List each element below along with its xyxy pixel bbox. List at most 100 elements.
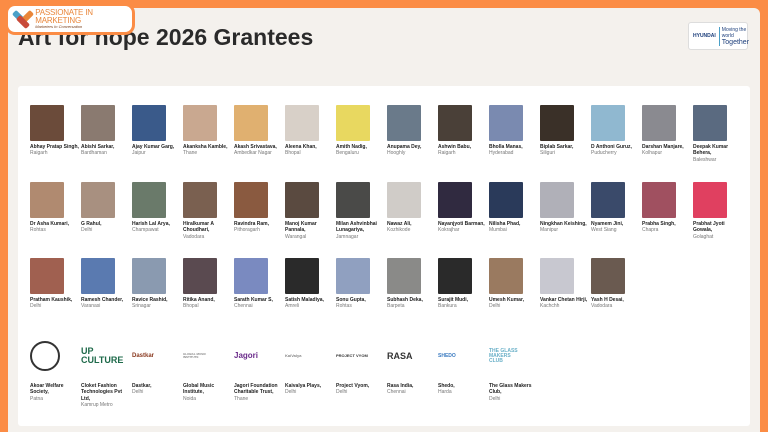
grantee-city: Amreli bbox=[285, 303, 300, 310]
organisation-logo: RASA bbox=[387, 350, 413, 361]
grantee-city: Bankura bbox=[438, 303, 457, 310]
organisation-card: PROJECT VYOM Project Vyom, Delhi bbox=[336, 338, 387, 408]
grantee-name: Prabha Singh, bbox=[642, 221, 676, 227]
grantee-name: Ajay Kumar Garg, bbox=[132, 144, 175, 150]
grantee-photo bbox=[438, 258, 472, 294]
grantee-photo bbox=[387, 182, 421, 218]
grantee-name: Akanksha Kamble, bbox=[183, 144, 228, 150]
grantee-name: Surajit Mudi, bbox=[438, 297, 468, 303]
grantee-card: Nayanjyoti Barman, Kokrajhar bbox=[438, 182, 489, 240]
grantee-photo bbox=[234, 105, 268, 141]
partner-brand: HYUNDAI bbox=[693, 33, 716, 39]
grantee-card: Nawaz Ali, Kozhikode bbox=[387, 182, 438, 240]
logo-mark-icon bbox=[11, 9, 35, 30]
grantee-card: Amith Nadig, Bengaluru bbox=[336, 105, 387, 163]
grantee-photo bbox=[489, 258, 523, 294]
grantee-name: Subhash Deka, bbox=[387, 297, 423, 303]
grantee-city: Hooghly bbox=[387, 150, 406, 157]
hyundai-partner-logo: HYUNDAI Moving the world Together bbox=[688, 22, 749, 50]
grantee-city: Kolhapur bbox=[642, 150, 663, 157]
grantee-card: Nyamem Jini, West Siang bbox=[591, 182, 642, 240]
grantee-photo bbox=[693, 105, 727, 141]
organisation-name: Rasa India, bbox=[387, 383, 414, 389]
organisation-card: Akoar Welfare Society, Patna bbox=[30, 338, 81, 408]
grantee-name: G Rahul, bbox=[81, 221, 102, 227]
grantee-photo bbox=[438, 182, 472, 218]
grantee-name: Harish Lal Arya, bbox=[132, 221, 170, 227]
organisation-card: GLOBAL MUSIC INSTITUTE Global Music Insti… bbox=[183, 338, 234, 408]
organisation-logo: SHEDO bbox=[438, 352, 456, 359]
grantee-photo bbox=[183, 105, 217, 141]
grantee-city: Baleshwar bbox=[693, 156, 717, 163]
organisation-name: Akoar Welfare Society, bbox=[30, 383, 64, 396]
organisation-logo: GLOBAL MUSIC INSTITUTE bbox=[183, 352, 207, 359]
grantee-photo bbox=[591, 105, 625, 141]
grantee-photo bbox=[234, 258, 268, 294]
grantee-card: Akanksha Kamble, Thane bbox=[183, 105, 234, 163]
grantee-city: Manipur bbox=[540, 227, 559, 234]
grantee-photo bbox=[540, 105, 574, 141]
grantee-photo bbox=[183, 182, 217, 218]
grantee-photo bbox=[132, 182, 166, 218]
grantee-city: Delhi bbox=[489, 303, 501, 310]
organisation-name: Dastkar, bbox=[132, 383, 152, 389]
grantee-card: Ajay Kumar Garg, Jaipur bbox=[132, 105, 183, 163]
organisation-city: Kamrup Metro bbox=[81, 401, 113, 408]
grantee-card: Anupama Dey, Hooghly bbox=[387, 105, 438, 163]
grantee-photo bbox=[540, 258, 574, 294]
grantee-photo bbox=[642, 105, 676, 141]
grantee-name: D Anthoni Guruz, bbox=[591, 144, 632, 150]
grantee-photo bbox=[285, 258, 319, 294]
grantee-city: Vadodara bbox=[183, 233, 205, 240]
grantee-row-1: Abhay Pratap Singh, Raigarh Abishi Sarkar,… bbox=[30, 105, 744, 163]
passionate-in-marketing-logo: PASSIONATE IN MARKETING Marketers In Conv… bbox=[8, 6, 132, 32]
organisation-card: UP CULTURE Cloket Fashion Technologies Pv… bbox=[81, 338, 132, 408]
organisation-city: Thane bbox=[234, 395, 249, 402]
organisation-card: Jagori Jagori Foundation Charitable Trust… bbox=[234, 338, 285, 408]
grantee-city: Ambedkar Nagar bbox=[234, 150, 272, 157]
grantee-card: Ravice Rashid, Srinagar bbox=[132, 258, 183, 310]
grantee-card: G Rahul, Delhi bbox=[81, 182, 132, 240]
organisation-name: Jagori Foundation Charitable Trust, bbox=[234, 383, 278, 396]
grantee-name: Manoj Kumar Pannala, bbox=[285, 221, 317, 234]
grantee-city: Jaipur bbox=[132, 150, 146, 157]
grantee-name: Ravindra Ram, bbox=[234, 221, 270, 227]
grantee-card: Satish Maladiya, Amreli bbox=[285, 258, 336, 310]
grantee-photo bbox=[489, 105, 523, 141]
organisation-city: Delhi bbox=[489, 395, 501, 402]
grantee-row-3: Pratham Kaushik, Delhi Ramesh Chander, Vara… bbox=[30, 258, 642, 310]
grantee-photo bbox=[132, 105, 166, 141]
grantee-name: Biplab Sarkar, bbox=[540, 144, 574, 150]
logo-tagline: Marketers In Conversation bbox=[35, 24, 83, 29]
grantee-name: Ritika Anand, bbox=[183, 297, 215, 303]
organisation-city: Delhi bbox=[336, 389, 348, 396]
grantee-photo bbox=[285, 105, 319, 141]
grantee-photo bbox=[81, 182, 115, 218]
organisation-name: The Glass Makers Club, bbox=[489, 383, 532, 396]
partner-line1: Moving the world bbox=[721, 26, 747, 39]
organisation-row: Akoar Welfare Society, Patna UP CULTURE Clo… bbox=[30, 338, 540, 408]
grantee-city: Pithoragarh bbox=[234, 227, 260, 234]
grantee-city: Jamnagar bbox=[336, 233, 359, 240]
grantee-name: Sonu Gupta, bbox=[336, 297, 366, 303]
grantee-photo bbox=[81, 105, 115, 141]
grantee-photo bbox=[30, 258, 64, 294]
grantee-photo bbox=[387, 105, 421, 141]
grantee-name: Nayanjyoti Barman, bbox=[438, 221, 485, 227]
grantee-card: Ashwin Babu, Raigarh bbox=[438, 105, 489, 163]
grantee-photo bbox=[285, 182, 319, 218]
organisation-logo: KaiValya bbox=[285, 353, 302, 358]
grantee-name: Abhay Pratap Singh, bbox=[30, 144, 79, 150]
grantee-city: Siliguri bbox=[540, 150, 556, 157]
grantee-card: D Anthoni Guruz, Puducherry bbox=[591, 105, 642, 163]
grantee-name: Pratham Kaushik, bbox=[30, 297, 73, 303]
grantee-name: Deepak Kumar Behera, bbox=[693, 144, 729, 157]
grantee-name: Prabhat Jyoti Gowala, bbox=[693, 221, 725, 234]
grantee-name: Aleena Khan, bbox=[285, 144, 317, 150]
grantee-city: Thane bbox=[183, 150, 198, 157]
grantee-name: Dr Asha Kumari, bbox=[30, 221, 69, 227]
grantee-card: Hiralkumar A Choudhari, Vadodara bbox=[183, 182, 234, 240]
grantee-name: Anupama Dey, bbox=[387, 144, 422, 150]
grantee-city: Raigarh bbox=[438, 150, 456, 157]
grantee-photo bbox=[591, 182, 625, 218]
